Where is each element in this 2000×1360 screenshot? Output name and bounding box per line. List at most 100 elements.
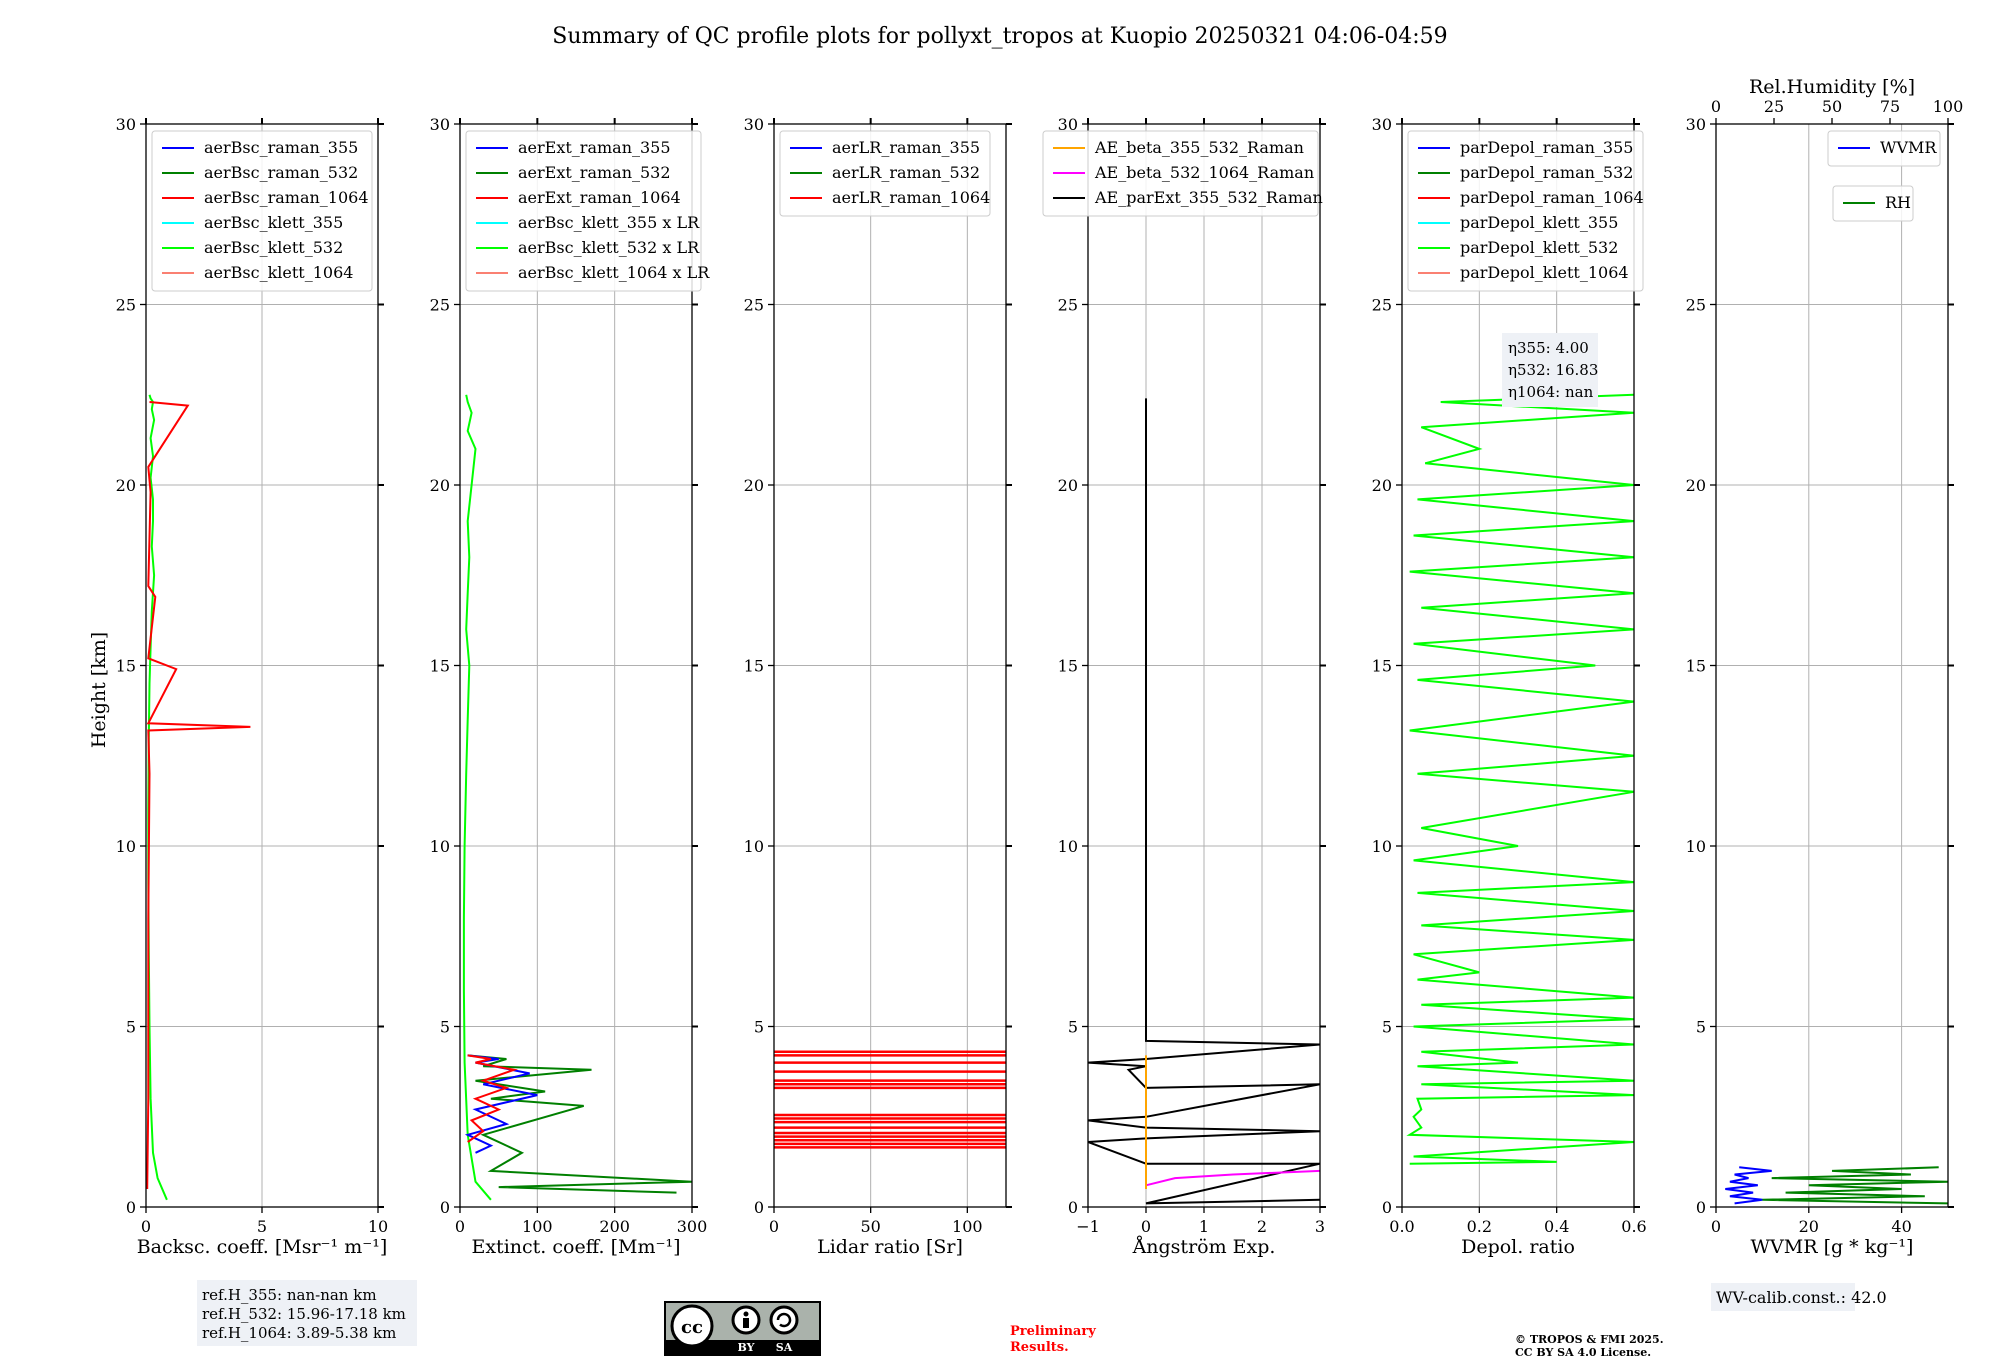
legend-item: parDepol_raman_532 bbox=[1460, 163, 1633, 182]
svg-text:cc: cc bbox=[681, 1317, 703, 1338]
x2-tick-label: 0 bbox=[1711, 97, 1721, 116]
series-WVMR bbox=[1725, 1166, 1772, 1205]
legend-item: aerExt_raman_355 bbox=[518, 138, 671, 157]
legend-item: aerExt_raman_1064 bbox=[518, 188, 681, 207]
x-tick-label: 0 bbox=[1711, 1217, 1721, 1236]
cc-circle-icon bbox=[670, 1304, 714, 1348]
x-tick-label: 0 bbox=[455, 1217, 465, 1236]
x-tick-label: 0.2 bbox=[1467, 1217, 1492, 1236]
legend-item: WVMR bbox=[1880, 138, 1937, 157]
series-aerExt_raman_355 bbox=[464, 1054, 538, 1154]
ref-height-532: ref.H_532: 15.96-17.18 km bbox=[202, 1305, 406, 1323]
y-tick-label: 10 bbox=[1686, 837, 1706, 856]
y-tick-label: 25 bbox=[116, 296, 136, 315]
x-tick-label: 100 bbox=[952, 1217, 983, 1236]
legend-secondary: RH bbox=[1832, 185, 1914, 222]
series-parDepol_klett_532 bbox=[1406, 393, 1635, 1165]
ref-height-1064: ref.H_1064: 3.89-5.38 km bbox=[202, 1324, 396, 1342]
y-tick-label: 30 bbox=[1372, 115, 1392, 134]
series-aerExt_raman_532 bbox=[467, 1054, 693, 1194]
legend-item: aerLR_raman_1064 bbox=[832, 188, 990, 207]
legend-item: AE_beta_355_532_Raman bbox=[1094, 138, 1304, 157]
panel-depol: 0 5 10 15 20 25 30 0.0 0.2 0.4 0.6 Depol. ratio parD… bbox=[1372, 115, 1647, 1258]
legend: aerExt_raman_355 aerExt_raman_532 aerExt_r… bbox=[465, 130, 710, 292]
legend-item: parDepol_klett_1064 bbox=[1460, 263, 1629, 282]
y-tick-label: 20 bbox=[430, 476, 450, 495]
y-tick-label: 5 bbox=[754, 1018, 764, 1037]
ref-height-box: ref.H_355: nan-nan km ref.H_532: 15.96-1… bbox=[197, 1280, 417, 1346]
legend-item: aerBsc_klett_532 bbox=[204, 238, 343, 257]
y-tick-label: 5 bbox=[1382, 1018, 1392, 1037]
x-axis-label: Depol. ratio bbox=[1461, 1236, 1575, 1258]
series-RH bbox=[1762, 1166, 1949, 1205]
eta-box bbox=[1502, 333, 1598, 407]
y-tick-label: 10 bbox=[1372, 837, 1392, 856]
legend-item: aerBsc_raman_355 bbox=[204, 138, 358, 157]
y-tick-label: 5 bbox=[1068, 1018, 1078, 1037]
legend-item: parDepol_raman_1064 bbox=[1460, 188, 1644, 207]
y-tick-label: 10 bbox=[116, 837, 136, 856]
legend: AE_beta_355_532_Raman AE_beta_532_1064_Ra… bbox=[1042, 130, 1323, 217]
series-aerBsc_raman_1064 bbox=[146, 401, 251, 1190]
preliminary-line2: Results. bbox=[1010, 1340, 1069, 1355]
copyright-line2: CC BY SA 4.0 License. bbox=[1515, 1346, 1651, 1359]
y-tick-label: 20 bbox=[744, 476, 764, 495]
legend: aerLR_raman_355 aerLR_raman_532 aerLR_rama… bbox=[779, 130, 991, 217]
series-aerExt_raman_1064 bbox=[467, 1054, 518, 1143]
y-tick-label: 0 bbox=[1696, 1198, 1706, 1217]
legend: aerBsc_raman_355 aerBsc_raman_532 aerBsc_r… bbox=[151, 130, 373, 292]
x-tick-label: 0 bbox=[141, 1217, 151, 1236]
y-tick-label: 25 bbox=[1372, 296, 1392, 315]
y-tick-label: 15 bbox=[116, 657, 136, 676]
x-tick-label: 20 bbox=[1799, 1217, 1819, 1236]
x-tick-label: 40 bbox=[1891, 1217, 1911, 1236]
x-axis-label: Ångström Exp. bbox=[1132, 1236, 1276, 1258]
legend-box bbox=[779, 130, 991, 217]
y-tick-label: 5 bbox=[126, 1018, 136, 1037]
x-tick-label: −1 bbox=[1076, 1217, 1100, 1236]
x2-axis-label: Rel.Humidity [%] bbox=[1749, 76, 1915, 98]
ref-height-355: ref.H_355: nan-nan km bbox=[202, 1286, 377, 1304]
x-tick-label: 1 bbox=[1199, 1217, 1209, 1236]
legend-item: RH bbox=[1885, 193, 1911, 212]
y-tick-label: 0 bbox=[754, 1198, 764, 1217]
legend-item: parDepol_klett_532 bbox=[1460, 238, 1618, 257]
y-tick-label: 15 bbox=[1058, 657, 1078, 676]
y-tick-label: 15 bbox=[1686, 657, 1706, 676]
y-tick-label: 20 bbox=[1686, 476, 1706, 495]
cc-license-logo: cc BY SA bbox=[664, 1301, 821, 1356]
legend: WVMR bbox=[1827, 130, 1941, 167]
x-tick-label: 0 bbox=[1141, 1217, 1151, 1236]
wv-calib-text: WV-calib.const.: 42.0 bbox=[1716, 1288, 1887, 1307]
series-AE_parExt_355_532_Raman bbox=[1087, 398, 1321, 1205]
series-aerBsc_klett_532 x LR bbox=[462, 394, 492, 1201]
x-tick-label: 10 bbox=[368, 1217, 388, 1236]
x-tick-label: 300 bbox=[677, 1217, 708, 1236]
y-tick-label: 15 bbox=[430, 657, 450, 676]
y-tick-label: 30 bbox=[1058, 115, 1078, 134]
figure-title: Summary of QC profile plots for pollyxt_… bbox=[552, 24, 1447, 49]
legend-item: aerBsc_klett_1064 bbox=[204, 263, 353, 282]
y-tick-label: 30 bbox=[1686, 115, 1706, 134]
x-axis-label: Backsc. coeff. [Msr⁻¹ m⁻¹] bbox=[137, 1236, 388, 1258]
y-tick-label: 15 bbox=[1372, 657, 1392, 676]
x-axis-label: Extinct. coeff. [Mm⁻¹] bbox=[471, 1236, 680, 1258]
legend-item: aerBsc_klett_1064 x LR bbox=[518, 263, 710, 282]
legend-item: parDepol_klett_355 bbox=[1460, 213, 1618, 232]
eta-line: η532: 16.83 bbox=[1508, 361, 1598, 379]
series-AE_beta_532_1064_Raman bbox=[1145, 1169, 1321, 1187]
legend-box bbox=[1827, 130, 1941, 167]
share-alike-icon bbox=[769, 1305, 799, 1335]
legend-item: aerBsc_klett_355 x LR bbox=[518, 213, 700, 232]
x-axis-label: WVMR [g * kg⁻¹] bbox=[1751, 1236, 1914, 1258]
legend-box bbox=[151, 130, 373, 292]
x-tick-label: 2 bbox=[1257, 1217, 1267, 1236]
y-tick-label: 25 bbox=[430, 296, 450, 315]
legend-item: aerLR_raman_355 bbox=[832, 138, 980, 157]
x-tick-label: 100 bbox=[522, 1217, 553, 1236]
